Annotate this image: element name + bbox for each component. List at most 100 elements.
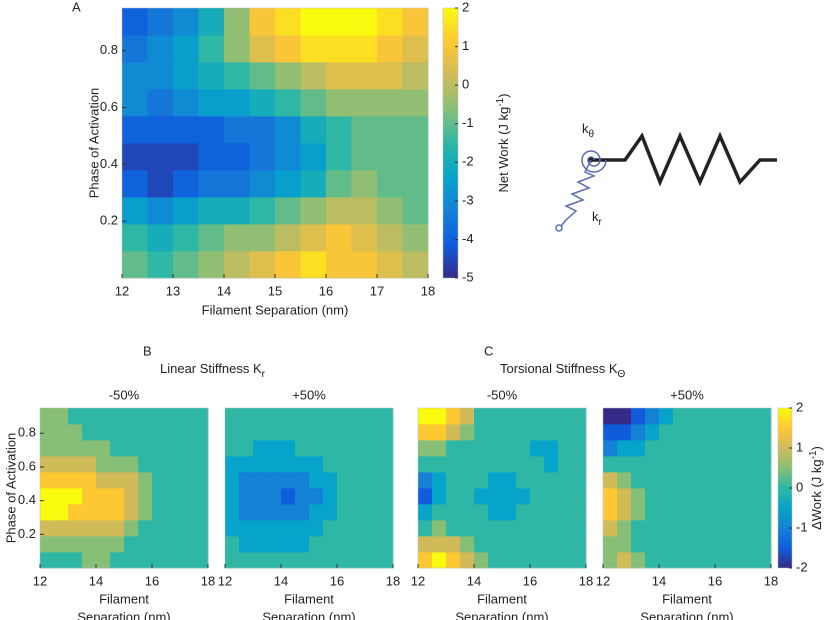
heatmap-cell (530, 424, 545, 441)
heatmap-cell (432, 456, 447, 473)
heatmap-cell (729, 536, 744, 553)
heatmap-cell (377, 170, 403, 198)
heatmap-cell (488, 472, 503, 489)
heatmap-cell (68, 472, 83, 489)
heatmap-cell (474, 488, 489, 505)
heatmap-cell (224, 251, 250, 279)
heatmap-cell (337, 520, 352, 537)
heatmap-cell (351, 251, 378, 279)
heatmap-cell (194, 520, 209, 537)
heatmap-cell (300, 35, 327, 63)
heatmap-cell (365, 552, 380, 569)
heatmap-cell (96, 440, 111, 457)
heatmap-cell (402, 251, 429, 279)
heatmap-cell (295, 552, 310, 569)
title-sub: Θ (618, 369, 626, 380)
heatmap-cell (194, 408, 209, 425)
x-axis-label: Separation (nm) (455, 609, 548, 620)
heatmap-cell (645, 472, 660, 489)
heatmap-cell (138, 488, 153, 505)
heatmap-cell (173, 224, 199, 252)
heatmap-cell (446, 472, 461, 489)
heatmap-cell (295, 440, 310, 457)
heatmap-cell (110, 456, 125, 473)
heatmap-cell (603, 552, 618, 569)
heatmap-cell (122, 62, 148, 90)
heatmap-cell (281, 408, 296, 425)
heatmap-cell (300, 224, 327, 252)
heatmap-cell (337, 456, 352, 473)
heatmap-cell (351, 440, 366, 457)
colorbar-label-part: -1 (808, 450, 819, 459)
heatmap-cell (544, 456, 559, 473)
heatmap-cell (300, 89, 327, 117)
heatmap-cell (326, 170, 352, 198)
heatmap-cell (275, 89, 301, 117)
title-sub: r (262, 369, 266, 380)
heatmap-cell (275, 143, 301, 171)
heatmap-cell (54, 456, 69, 473)
heatmap-cell (224, 170, 250, 198)
heatmap-cell (82, 440, 97, 457)
heatmap-cell (82, 536, 97, 553)
heatmap-cell (631, 504, 646, 521)
heatmap-cell (253, 456, 268, 473)
heatmap-cell (729, 504, 744, 521)
heatmap-cell (198, 35, 225, 63)
heatmap-cell (377, 143, 403, 171)
heatmap-cell (249, 116, 276, 144)
heatmap-cell (281, 552, 296, 569)
heatmap-cell (474, 520, 489, 537)
heatmap-cell (418, 424, 433, 441)
heatmap-cell (502, 456, 517, 473)
heatmap-cell (54, 504, 69, 521)
heatmap-cell (715, 536, 730, 553)
heatmap-cell (147, 62, 174, 90)
heatmap-cell (701, 472, 716, 489)
heatmap-cell (516, 536, 531, 553)
colorbar-label-part: -1 (495, 97, 506, 106)
spring-label: kr (592, 209, 603, 227)
y-tick-label: 0.8 (18, 425, 36, 440)
heatmap-cell (147, 224, 174, 252)
colorbar-label-part: ) (809, 446, 824, 450)
x-axis-label: Filament Separation (nm) (202, 302, 349, 317)
heatmap-cell (687, 456, 702, 473)
heatmap-cell (432, 472, 447, 489)
heatmap-cell (631, 488, 646, 505)
heatmap-cell (180, 472, 195, 489)
heatmap-cell (757, 424, 772, 441)
heatmap-cell (138, 424, 153, 441)
heatmap-cell (365, 472, 380, 489)
x-tick-label: 14 (274, 573, 288, 588)
x-axis-label: Separation (nm) (640, 609, 733, 620)
x-tick-label: 16 (523, 573, 537, 588)
colorbar-tick-label: 2 (796, 399, 803, 414)
heatmap-cell (379, 472, 394, 489)
heatmap-cell (281, 504, 296, 521)
colorbar-tick-label: 0 (796, 479, 803, 494)
heatmap-cell (757, 520, 772, 537)
x-axis-label: Filament (284, 591, 334, 606)
heatmap-cell (687, 440, 702, 457)
heatmap-cell (239, 472, 254, 489)
heatmap-cell (110, 408, 125, 425)
colorbar-tick-label: -4 (462, 231, 474, 246)
heatmap-cell (147, 35, 174, 63)
heatmap-cell (379, 440, 394, 457)
x-tick-label: 16 (330, 573, 344, 588)
heatmap-cell (379, 456, 394, 473)
heatmap-cell (530, 536, 545, 553)
x-tick-label: 16 (319, 283, 333, 298)
heatmap-cell (460, 440, 475, 457)
heatmap-cell (326, 35, 352, 63)
heatmap-cell (40, 536, 55, 553)
heatmap-cell (460, 456, 475, 473)
heatmap-cell (729, 472, 744, 489)
heatmap-cell (281, 536, 296, 553)
heatmap-cell (351, 488, 366, 505)
heatmap-cell (138, 536, 153, 553)
heatmap-cell (603, 488, 618, 505)
heatmap-cell (659, 408, 674, 425)
heatmap-cell (166, 424, 181, 441)
